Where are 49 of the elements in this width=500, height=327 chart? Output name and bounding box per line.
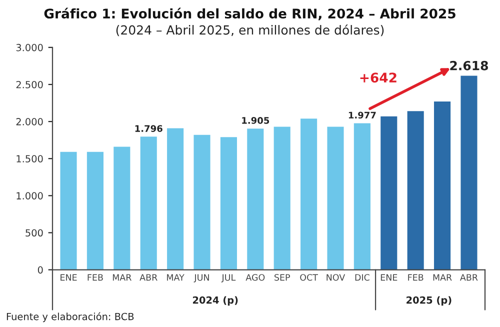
x-tick-label: SEP xyxy=(274,274,290,281)
y-tick-label: 2.500 xyxy=(16,80,43,88)
bar xyxy=(407,111,424,270)
y-tick-label: 3.000 xyxy=(16,44,43,52)
x-tick-label: ABR xyxy=(460,274,478,281)
x-tick-label: ABR xyxy=(140,274,158,281)
text: 2024 (p) xyxy=(192,296,238,306)
bar xyxy=(140,136,157,270)
bar xyxy=(434,102,451,270)
source-note: Fuente y elaboración: BCB xyxy=(6,312,134,322)
y-tick-label: 1.000 xyxy=(16,192,43,200)
y-tick-label: 2.000 xyxy=(16,118,43,126)
x-tick-label: FEB xyxy=(408,274,424,281)
x-tick-label: ENE xyxy=(380,274,398,281)
bar xyxy=(114,146,130,270)
bar xyxy=(60,152,77,270)
x-tick-label: MAY xyxy=(167,274,184,281)
data-label: 1.977 xyxy=(348,112,376,119)
bar xyxy=(300,118,318,270)
bar xyxy=(247,128,264,270)
text: 2025 (p) xyxy=(406,296,452,306)
data-label: 1.905 xyxy=(242,117,270,124)
x-tick-label: MAR xyxy=(433,274,452,281)
x-tick-label: ENE xyxy=(60,274,77,281)
bar xyxy=(274,126,290,270)
x-tick-label: JUN xyxy=(194,274,209,282)
bar xyxy=(460,76,478,270)
bar xyxy=(220,137,237,270)
bar xyxy=(327,126,344,270)
x-tick-label: AGO xyxy=(246,274,265,281)
y-tick-label: 1.500 xyxy=(16,155,43,162)
bar xyxy=(194,134,210,270)
x-tick-label: FEB xyxy=(88,274,103,281)
x-tick-label: MAR xyxy=(112,274,132,281)
x-tick-label: JUL xyxy=(221,274,236,282)
bar xyxy=(380,116,398,270)
bar xyxy=(167,128,184,270)
bar xyxy=(354,123,370,270)
bar xyxy=(86,152,104,270)
data-label: 1.796 xyxy=(135,125,162,132)
chart-subtitle: (2024 – Abril 2025, en millones de dólares) xyxy=(116,24,384,36)
annotation: +642 xyxy=(360,72,396,83)
y-tick-label: 500 xyxy=(26,229,43,237)
x-tick-label: NOV xyxy=(326,274,346,281)
y-tick-label: 0 xyxy=(38,266,43,274)
x-tick-label: OCT xyxy=(300,274,318,281)
chart-title: Gráfico 1: Evolución del saldo de RIN, 2024 – Abril 2025 xyxy=(44,8,456,20)
data-label: 2.618 xyxy=(450,60,488,70)
x-tick-label: DIC xyxy=(355,274,370,281)
